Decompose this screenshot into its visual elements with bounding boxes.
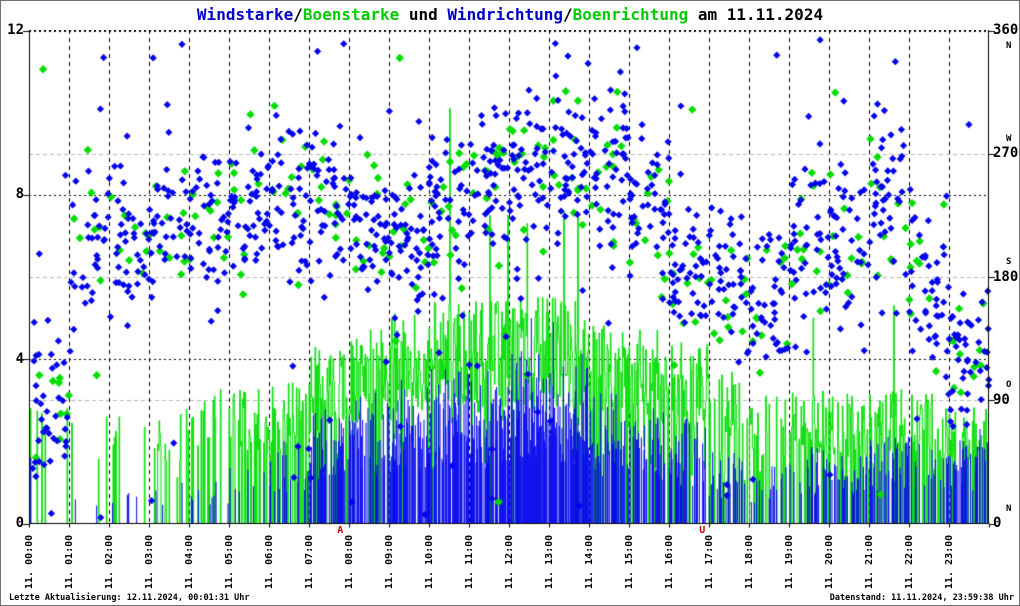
x-tick-label: 11. 22:00 xyxy=(904,534,915,589)
x-tick-label: 11. 21:00 xyxy=(864,534,875,589)
y-right-tick-label: 270 xyxy=(993,145,1019,162)
x-tick-label: 11. 14:00 xyxy=(584,534,595,589)
compass-letter-label: N xyxy=(1006,40,1012,51)
title-segment: am 11.11.2024 xyxy=(688,5,824,24)
x-tick-label: 11. 10:00 xyxy=(424,534,435,589)
chart-title: Windstarke/Boenstarke und Windrichtung/B… xyxy=(1,5,1019,24)
compass-letter-label: O xyxy=(1006,380,1012,391)
title-segment: Boenstarke xyxy=(302,5,400,24)
x-tick-label: 11. 23:00 xyxy=(944,534,955,589)
title-segment: und xyxy=(399,5,448,24)
title-segment: Windstarke xyxy=(196,5,294,24)
x-tick-label: 11. 03:00 xyxy=(144,534,155,589)
compass-letter-label: N xyxy=(1006,503,1012,514)
y-left-tick-label: 12 xyxy=(7,22,24,38)
x-tick-label: 11. 16:00 xyxy=(664,534,675,589)
y-left-tick-label: 4 xyxy=(15,350,24,367)
x-tick-label: 11. 13:00 xyxy=(544,534,555,589)
x-tick-label: 11. 12:00 xyxy=(504,534,515,589)
x-tick-label: 11. 17:00 xyxy=(704,534,715,589)
sunset-marker: U xyxy=(699,525,706,536)
title-segment: Windrichtung xyxy=(447,5,563,24)
sunrise-marker: A xyxy=(337,525,344,536)
title-segment: / xyxy=(293,5,303,24)
y-left-tick-label: 0 xyxy=(15,515,24,531)
compass-letter-label: S xyxy=(1006,257,1012,267)
wind-chart-canvas xyxy=(21,30,997,528)
update-timestamp: Letzte Aktualisierung: 12.11.2024, 00:01… xyxy=(9,593,250,603)
y-right-tick-label: 180 xyxy=(993,268,1019,285)
data-timestamp: Datenstand: 11.11.2024, 23:59:38 Uhr xyxy=(829,593,1014,603)
y-left-tick-label: 8 xyxy=(15,186,24,203)
x-tick-label: 11. 08:00 xyxy=(344,534,355,589)
x-tick-label: 11. 11:00 xyxy=(464,534,475,589)
y-right-tick-label: 0 xyxy=(993,515,1002,531)
x-tick-label: 11. 01:00 xyxy=(64,534,75,589)
x-tick-label: 11. 02:00 xyxy=(104,534,115,589)
y-right-tick-label: 90 xyxy=(993,391,1010,408)
x-tick-label: 11. 18:00 xyxy=(744,534,755,589)
x-tick-label: 11. 20:00 xyxy=(824,534,835,589)
x-tick-label: 11. 09:00 xyxy=(384,534,395,589)
x-tick-label: 11. 19:00 xyxy=(784,534,795,589)
x-tick-label: 11. 07:00 xyxy=(304,534,315,589)
y-right-tick-label: 360 xyxy=(993,22,1019,38)
x-tick-label: 11. 04:00 xyxy=(184,534,195,589)
x-tick-label: 11. 15:00 xyxy=(624,534,635,589)
compass-letter-label: W xyxy=(1006,133,1012,144)
x-tick-label: 11. 00:00 xyxy=(24,534,35,589)
x-tick-label: 11. 06:00 xyxy=(264,534,275,589)
title-segment: Boenrichtung xyxy=(572,5,689,24)
title-segment: / xyxy=(562,5,573,24)
x-tick-label: 11. 05:00 xyxy=(224,534,235,589)
